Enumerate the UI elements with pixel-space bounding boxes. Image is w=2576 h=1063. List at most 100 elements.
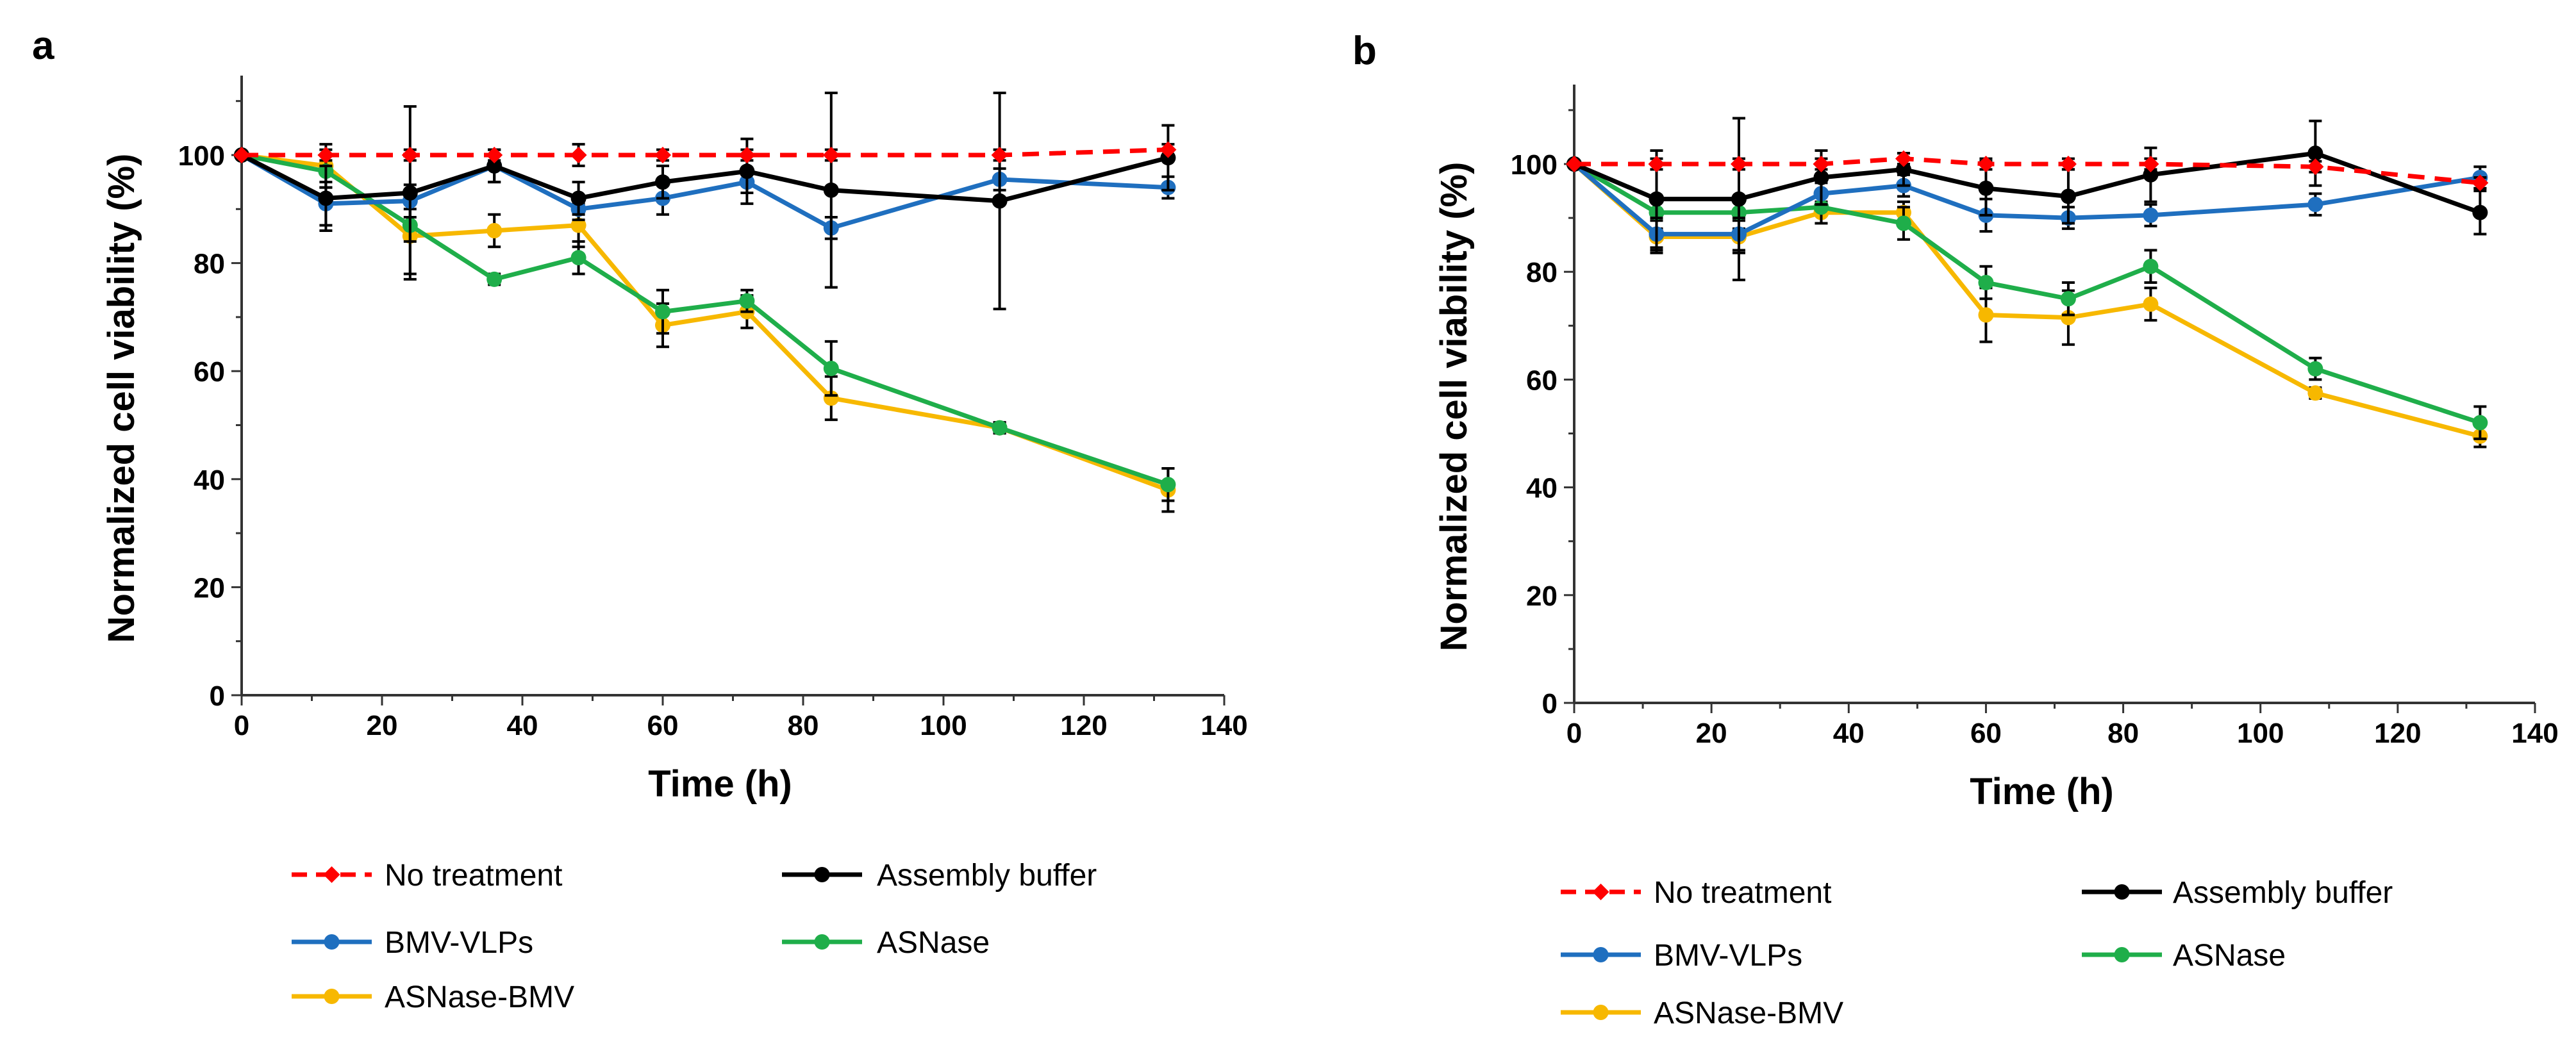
- legend-label: BMV-VLPs: [385, 926, 533, 960]
- data-point: [739, 293, 755, 309]
- x-tick-label: 20: [367, 710, 398, 741]
- data-point: [2143, 167, 2159, 183]
- series-line: [240, 152, 1168, 231]
- data-point: [1649, 191, 1665, 207]
- legend-marker: [1593, 1005, 1609, 1020]
- data-point: [823, 360, 839, 376]
- legend-item: Assembly buffer: [2082, 876, 2393, 910]
- data-point: [486, 223, 503, 239]
- data-point: [486, 158, 503, 174]
- legend-item: ASNase: [2082, 939, 2286, 973]
- data-point: [2307, 158, 2324, 176]
- legend-item: No treatment: [1561, 876, 1831, 910]
- x-tick-label: 80: [2107, 718, 2139, 749]
- data-point: [2307, 385, 2323, 401]
- data-point: [402, 185, 418, 201]
- data-point: [2143, 207, 2159, 223]
- data-point: [992, 420, 1008, 436]
- data-point: [570, 190, 586, 206]
- data-point: [654, 147, 671, 163]
- data-point: [2060, 188, 2076, 204]
- x-tick-label: 140: [2511, 718, 2558, 749]
- legend-label: ASNase-BMV: [385, 980, 574, 1014]
- data-point: [570, 217, 586, 233]
- series-bmv-vlps: [1566, 156, 2488, 252]
- data-point: [1978, 307, 1994, 323]
- x-tick-label: 100: [2237, 718, 2284, 749]
- panel-a: a 0 20 40 60 80 100 0 20 40 60 80 100 120 140 Time (h) N…: [32, 24, 1248, 1014]
- data-point: [570, 147, 587, 163]
- series-line: [1573, 161, 2481, 425]
- data-point: [401, 147, 419, 163]
- series-line: [1574, 156, 2480, 185]
- data-point: [655, 174, 670, 190]
- data-point: [2307, 145, 2323, 161]
- data-point: [233, 147, 250, 163]
- legend-item: ASNase: [782, 926, 990, 960]
- x-tick-label: 120: [1060, 710, 1107, 741]
- series-line: [242, 147, 1168, 158]
- data-point: [1159, 141, 1177, 158]
- y-tick-label: 0: [210, 680, 225, 712]
- y-axis-title: Normalized cell viability (%): [101, 154, 142, 643]
- legend-label: Assembly buffer: [2173, 876, 2393, 910]
- data-point: [318, 190, 334, 206]
- legend-marker: [323, 866, 340, 883]
- series-no-treatment: [1566, 150, 2489, 192]
- data-point: [2307, 197, 2323, 213]
- series-line: [1572, 162, 2480, 236]
- series-line: [241, 152, 1169, 487]
- data-point: [739, 163, 755, 179]
- y-tick-label: 100: [1511, 149, 1558, 181]
- data-point: [1895, 161, 1911, 177]
- legend-marker: [1593, 947, 1609, 962]
- y-tick-label: 80: [1526, 257, 1558, 288]
- panel-b: b 0 20 40 60 80 100 0 20 40 60 80 100 120 140 Time (h) N…: [1352, 29, 2559, 1030]
- x-tick-label: 100: [920, 710, 967, 741]
- y-tick-label: 40: [194, 465, 225, 496]
- legend-label: ASNase-BMV: [1654, 996, 1843, 1030]
- data-point: [1895, 215, 1911, 231]
- legend-label: No treatment: [385, 859, 562, 893]
- y-tick-label: 100: [178, 140, 225, 172]
- panel-label: b: [1352, 29, 1377, 73]
- series-asnase-bmv: [234, 143, 1176, 513]
- legend-item: ASNase-BMV: [292, 980, 574, 1014]
- data-point: [1895, 150, 1912, 167]
- data-point: [2472, 204, 2488, 220]
- legend-item: ASNase-BMV: [1561, 996, 1843, 1030]
- y-tick-label: 60: [194, 356, 225, 388]
- x-tick-label: 120: [2374, 718, 2421, 749]
- legend-marker: [2114, 884, 2130, 900]
- legend-item: No treatment: [292, 859, 562, 893]
- legend-marker: [2114, 947, 2130, 962]
- x-tick-label: 60: [1970, 718, 2002, 749]
- data-point: [2472, 174, 2489, 192]
- data-point: [1730, 156, 1747, 172]
- data-point: [2059, 156, 2077, 172]
- y-tick-label: 0: [1542, 688, 1558, 720]
- legend-label: Assembly buffer: [877, 859, 1097, 893]
- panel-label: a: [32, 24, 54, 68]
- data-point: [655, 304, 670, 320]
- legend-marker: [814, 867, 830, 882]
- x-tick-label: 0: [1566, 718, 1582, 749]
- x-tick-label: 60: [647, 710, 679, 741]
- series-line: [240, 152, 1169, 204]
- series-line: [1572, 162, 2481, 439]
- data-point: [822, 147, 840, 163]
- data-point: [823, 182, 839, 198]
- x-tick-label: 40: [507, 710, 538, 741]
- y-tick-label: 40: [1526, 473, 1558, 504]
- data-point: [1813, 170, 1829, 186]
- data-point: [1566, 156, 1583, 172]
- data-point: [738, 147, 756, 163]
- legend-label: No treatment: [1654, 876, 1831, 910]
- legend-marker: [324, 989, 340, 1004]
- legend-item: BMV-VLPs: [292, 926, 533, 960]
- x-axis-title: Time (h): [1970, 771, 2114, 812]
- x-tick-label: 20: [1696, 718, 1727, 749]
- y-tick-label: 80: [194, 249, 225, 280]
- data-point: [2307, 361, 2323, 377]
